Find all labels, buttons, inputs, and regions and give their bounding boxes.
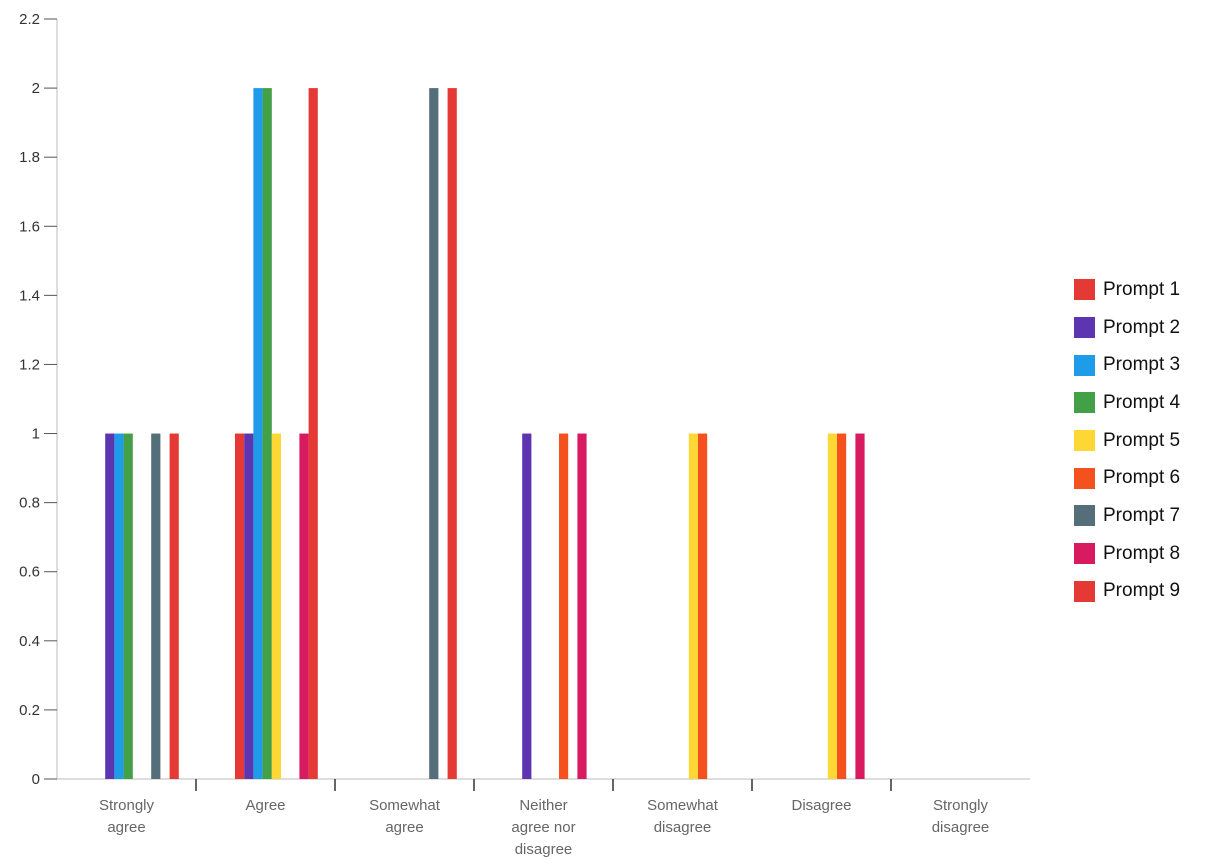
bar-prompt-2-cat-3 <box>522 433 532 779</box>
legend-label: Prompt 1 <box>1103 278 1181 300</box>
x-category-label: Somewhat disagree <box>647 797 719 836</box>
bar-prompt-2-cat-1 <box>244 433 254 779</box>
legend-label: Prompt 8 <box>1103 542 1181 564</box>
legend-label: Prompt 6 <box>1103 467 1181 489</box>
legend-item: Prompt 3 <box>1074 346 1180 384</box>
bar-prompt-9-cat-0 <box>169 433 179 779</box>
x-category-label: Neither agree nor disagree <box>511 797 575 858</box>
legend-swatch <box>1074 467 1095 489</box>
x-category-label: Strongly agree <box>99 797 155 836</box>
legend-swatch <box>1074 505 1095 527</box>
y-tick-label: 0.6 <box>19 564 40 581</box>
legend-item: Prompt 8 <box>1074 535 1180 573</box>
legend-swatch <box>1074 543 1095 565</box>
bar-prompt-3-cat-1 <box>253 88 263 779</box>
bar-prompt-5-cat-5 <box>827 433 837 779</box>
bar-prompt-8-cat-5 <box>855 433 865 779</box>
bar-prompt-2-cat-0 <box>105 433 115 779</box>
x-category-label: Somewhat agree <box>369 797 441 836</box>
legend-label: Prompt 9 <box>1103 580 1181 602</box>
bar-prompt-9-cat-2 <box>447 88 457 779</box>
bar-prompt-6-cat-5 <box>837 433 847 779</box>
legend-label: Prompt 3 <box>1103 354 1181 376</box>
bar-prompt-7-cat-2 <box>429 88 439 779</box>
legend-label: Prompt 2 <box>1103 316 1181 338</box>
legend-swatch <box>1074 317 1095 339</box>
legend-item: Prompt 5 <box>1074 422 1180 460</box>
legend-swatch <box>1074 430 1095 452</box>
bar-prompt-6-cat-4 <box>698 433 708 779</box>
legend-item: Prompt 9 <box>1074 573 1180 611</box>
y-tick-label: 1 <box>32 426 40 443</box>
bar-prompt-4-cat-1 <box>262 88 272 779</box>
y-tick-label: 1.2 <box>19 356 40 373</box>
x-category-label: Agree <box>245 797 285 814</box>
y-tick-label: 0.2 <box>19 702 40 719</box>
y-tick-label: 1.4 <box>19 287 40 304</box>
legend-label: Prompt 4 <box>1103 391 1181 413</box>
legend-swatch <box>1074 580 1095 602</box>
legend-item: Prompt 4 <box>1074 384 1180 422</box>
bar-prompt-1-cat-1 <box>235 433 245 779</box>
y-tick-label: 0.8 <box>19 495 40 512</box>
bar-prompt-6-cat-3 <box>559 433 569 779</box>
bar-prompt-8-cat-3 <box>577 433 587 779</box>
y-tick-label: 1.8 <box>19 149 40 166</box>
legend-swatch <box>1074 354 1095 376</box>
bar-prompt-5-cat-4 <box>688 433 698 779</box>
x-category-label: Disagree <box>791 797 851 814</box>
bar-prompt-3-cat-0 <box>114 433 124 779</box>
y-tick-label: 0 <box>32 771 40 788</box>
bar-prompt-9-cat-1 <box>308 88 318 779</box>
legend-swatch <box>1074 392 1095 414</box>
legend-item: Prompt 7 <box>1074 497 1180 535</box>
bar-prompt-4-cat-0 <box>123 433 133 779</box>
bar-prompt-7-cat-0 <box>151 433 161 779</box>
y-tick-label: 2.2 <box>19 11 40 28</box>
y-tick-label: 0.4 <box>19 633 40 650</box>
legend: Prompt 1 Prompt 2 Prompt 3 Prompt 4 Prompt 5… <box>1074 271 1180 610</box>
legend-label: Prompt 5 <box>1103 429 1181 451</box>
y-tick-label: 1.6 <box>19 218 40 235</box>
legend-item: Prompt 2 <box>1074 309 1180 347</box>
x-category-label: Strongly disagree <box>932 797 990 836</box>
legend-item: Prompt 1 <box>1074 271 1180 309</box>
y-tick-label: 2 <box>32 80 40 97</box>
bar-prompt-5-cat-1 <box>271 433 281 779</box>
bar-prompt-8-cat-1 <box>299 433 309 779</box>
legend-swatch <box>1074 279 1095 301</box>
legend-item: Prompt 6 <box>1074 459 1180 497</box>
legend-label: Prompt 7 <box>1103 504 1181 526</box>
